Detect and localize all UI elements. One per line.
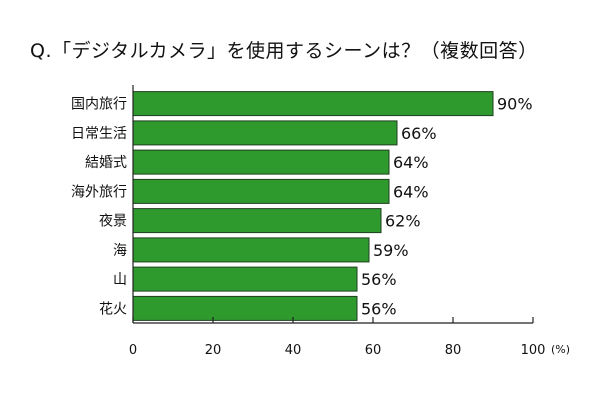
bar-0: [132, 91, 494, 117]
value-label-4: 62%: [385, 212, 421, 231]
x-tick-label-1: 20: [205, 343, 222, 358]
value-label-0: 90%: [497, 95, 533, 114]
category-label-6: 山: [113, 272, 127, 288]
x-tick-label-5: 100: [521, 343, 546, 358]
bar-1: [132, 120, 398, 146]
value-label-3: 64%: [393, 182, 429, 201]
category-label-5: 海: [113, 243, 127, 259]
category-label-3: 海外旅行: [71, 184, 127, 200]
value-label-1: 66%: [401, 124, 437, 143]
category-label-2: 結婚式: [85, 155, 127, 171]
x-axis-unit: (%): [551, 343, 570, 356]
category-label-4: 夜景: [99, 214, 127, 230]
bar-7: [132, 295, 358, 321]
bar-3: [132, 178, 390, 204]
value-label-2: 64%: [393, 153, 429, 172]
category-label-7: 花火: [99, 301, 127, 317]
category-label-0: 国内旅行: [71, 97, 127, 113]
x-tick-label-3: 60: [365, 343, 382, 358]
bar-4: [132, 208, 382, 234]
bar-6: [132, 266, 358, 292]
x-tick-label-4: 80: [445, 343, 462, 358]
chart-title: Q.「デジタルカメラ」を使用するシーンは？（複数回答）: [30, 40, 538, 62]
x-tick-label-2: 40: [285, 343, 302, 358]
value-label-5: 59%: [373, 241, 409, 260]
bar-5: [132, 237, 370, 263]
value-label-6: 56%: [361, 270, 397, 289]
bar-2: [132, 149, 390, 175]
category-label-1: 日常生活: [71, 126, 127, 142]
value-label-7: 56%: [361, 299, 397, 318]
x-tick-label-0: 0: [129, 343, 137, 358]
